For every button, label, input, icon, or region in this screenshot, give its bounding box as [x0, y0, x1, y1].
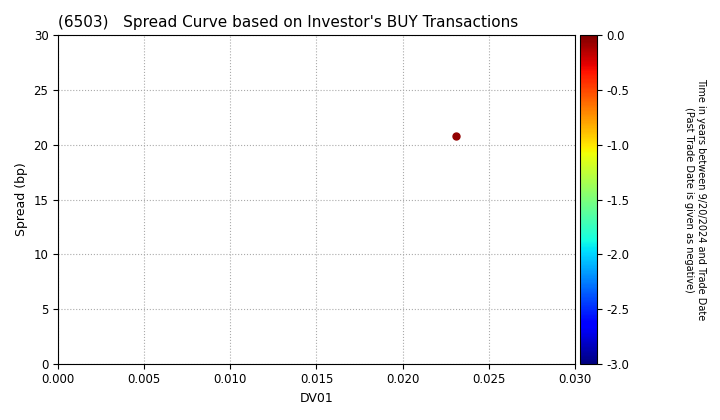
X-axis label: DV01: DV01: [300, 392, 333, 405]
Y-axis label: Time in years between 9/20/2024 and Trade Date
(Past Trade Date is given as nega: Time in years between 9/20/2024 and Trad…: [684, 79, 706, 320]
Text: (6503)   Spread Curve based on Investor's BUY Transactions: (6503) Spread Curve based on Investor's …: [58, 15, 518, 30]
Point: [450, 133, 462, 139]
Y-axis label: Spread (bp): Spread (bp): [15, 163, 28, 236]
